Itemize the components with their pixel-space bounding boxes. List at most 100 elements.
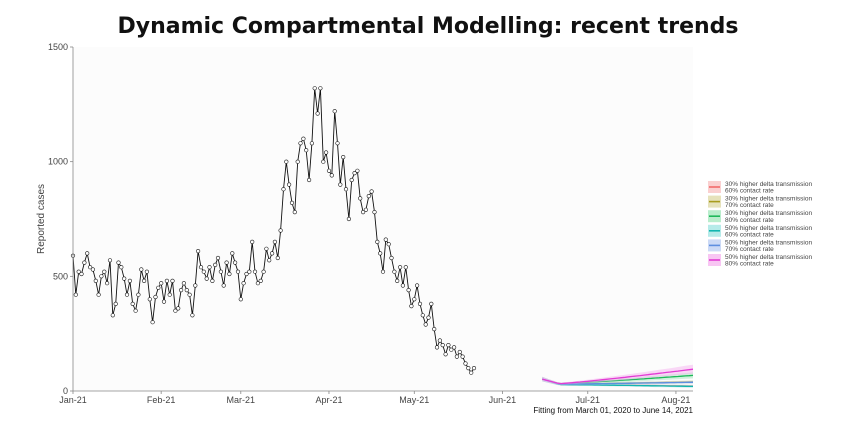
observed-point bbox=[471, 366, 477, 371]
observed-point bbox=[275, 255, 280, 261]
legend-label: 60% contact rate bbox=[725, 231, 774, 238]
observed-point bbox=[113, 301, 118, 307]
observed-point bbox=[161, 299, 167, 304]
observed-point bbox=[90, 267, 95, 272]
observed-point bbox=[321, 159, 326, 164]
observed-point bbox=[218, 269, 223, 274]
observed-point bbox=[244, 271, 249, 277]
legend-label: 30% higher delta transmission bbox=[725, 181, 812, 188]
observed-point bbox=[389, 255, 394, 261]
observed-point bbox=[235, 269, 241, 274]
y-axis-label: Reported cases bbox=[36, 184, 47, 254]
observed-point bbox=[426, 315, 431, 320]
observed-point bbox=[437, 338, 443, 343]
observed-point bbox=[366, 194, 371, 199]
observed-point bbox=[261, 269, 266, 274]
observed-point bbox=[179, 288, 184, 293]
observed-point bbox=[147, 297, 152, 302]
legend-label: 50% higher delta transmission bbox=[725, 254, 812, 261]
observed-point bbox=[87, 265, 93, 270]
x-tick-label: Jun-21 bbox=[489, 395, 517, 405]
observed-point bbox=[184, 288, 189, 293]
observed-point bbox=[201, 269, 206, 274]
observed-point bbox=[355, 168, 360, 173]
legend-label: 70% contact rate bbox=[725, 202, 774, 209]
observed-point bbox=[73, 292, 78, 297]
observed-point bbox=[255, 281, 261, 286]
observed-point bbox=[213, 262, 218, 268]
observed-point bbox=[238, 297, 243, 302]
observed-point bbox=[346, 216, 352, 222]
observed-point bbox=[452, 345, 457, 350]
observed-point bbox=[127, 278, 132, 284]
observed-point bbox=[99, 274, 104, 279]
observed-point bbox=[301, 136, 306, 141]
observed-point bbox=[324, 150, 329, 155]
observed-point bbox=[85, 251, 90, 256]
observed-point bbox=[153, 294, 158, 300]
observed-point bbox=[412, 297, 417, 302]
observed-point bbox=[383, 237, 388, 242]
observed-point bbox=[449, 347, 454, 352]
observed-point bbox=[116, 260, 121, 265]
x-tick-label: May-21 bbox=[399, 395, 429, 405]
observed-point bbox=[190, 313, 195, 318]
observed-point bbox=[466, 366, 471, 371]
observed-point bbox=[372, 210, 377, 215]
observed-point bbox=[139, 267, 144, 272]
observed-point bbox=[278, 228, 283, 233]
observed-point bbox=[272, 239, 278, 244]
observed-point bbox=[102, 269, 107, 274]
observed-point bbox=[304, 148, 309, 153]
observed-point bbox=[196, 249, 201, 254]
observed-point bbox=[417, 301, 423, 307]
observed-point bbox=[392, 269, 397, 274]
x-tick-label: Aug-21 bbox=[661, 395, 690, 405]
plot-background bbox=[73, 47, 693, 391]
observed-point bbox=[315, 111, 320, 116]
observed-point bbox=[173, 308, 178, 313]
observed-point bbox=[104, 281, 110, 286]
observed-point bbox=[363, 207, 369, 212]
observed-point bbox=[76, 269, 81, 274]
observed-point bbox=[420, 313, 425, 318]
observed-point bbox=[295, 159, 300, 164]
observed-line bbox=[72, 88, 475, 374]
observed-point bbox=[432, 327, 437, 332]
observed-point bbox=[332, 109, 337, 114]
observed-point bbox=[187, 292, 192, 297]
observed-point bbox=[415, 283, 420, 288]
observed-point bbox=[270, 251, 275, 256]
fit-caption: Fitting from March 01, 2020 to June 14, … bbox=[533, 406, 693, 415]
observed-point bbox=[386, 242, 391, 247]
legend-label: 30% higher delta transmission bbox=[725, 210, 812, 217]
observed-point bbox=[227, 271, 232, 277]
observed-point bbox=[167, 292, 172, 297]
observed-point bbox=[349, 177, 354, 183]
forecast-line-5 bbox=[542, 368, 694, 385]
observed-point bbox=[298, 141, 303, 146]
observed-point bbox=[110, 313, 115, 318]
observed-point bbox=[224, 260, 229, 265]
observed-point bbox=[369, 189, 374, 194]
forecast-layer bbox=[542, 364, 694, 388]
observed-point bbox=[130, 301, 135, 307]
observed-point bbox=[292, 210, 297, 215]
observed-point bbox=[142, 278, 147, 284]
observed-point bbox=[204, 276, 209, 281]
observed-point bbox=[119, 265, 124, 270]
y-tick-label: 500 bbox=[53, 271, 68, 281]
observed-point bbox=[423, 322, 428, 327]
legend: 30% higher delta transmission 60% contact… bbox=[708, 181, 812, 268]
observed-point bbox=[406, 288, 411, 293]
x-tick-label: Mar-21 bbox=[227, 395, 256, 405]
observed-point bbox=[124, 292, 130, 297]
observed-point bbox=[258, 278, 263, 284]
observed-point bbox=[96, 292, 101, 297]
y-tick-label: 0 bbox=[63, 386, 68, 396]
observed-point bbox=[150, 320, 155, 325]
observed-point bbox=[250, 239, 255, 244]
legend-label: 70% contact rate bbox=[725, 246, 774, 253]
observed-point bbox=[79, 271, 84, 277]
legend-label: 80% contact rate bbox=[725, 217, 774, 224]
